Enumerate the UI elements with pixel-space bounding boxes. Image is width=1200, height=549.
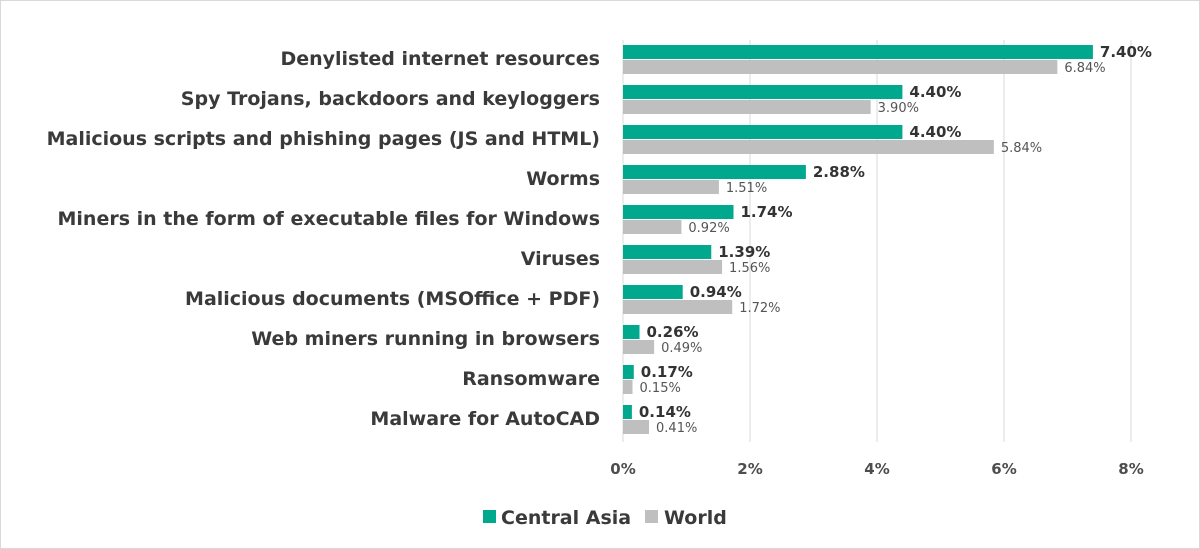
data-label-central-asia: 1.39% xyxy=(718,243,770,261)
data-label-central-asia: 4.40% xyxy=(909,123,961,141)
x-tick-labels: 0% 2% 4% 6% 8% xyxy=(610,460,1143,478)
category-labels: Denylisted internet resources Spy Trojans… xyxy=(47,48,600,430)
category-label: Worms xyxy=(526,168,600,190)
data-label-central-asia: 0.17% xyxy=(641,363,693,381)
category-label: Malicious scripts and phishing pages (JS… xyxy=(47,128,600,150)
data-label-world: 6.84% xyxy=(1064,61,1105,76)
bars: 7.40%6.84%4.40%3.90%4.40%5.84%2.88%1.51%… xyxy=(623,43,1152,436)
data-label-central-asia: 7.40% xyxy=(1100,43,1152,61)
data-label-world: 0.92% xyxy=(688,221,729,236)
bar-world xyxy=(623,100,871,114)
data-label-central-asia: 0.94% xyxy=(690,283,742,301)
bar-central-asia xyxy=(623,205,734,219)
legend-label-central-asia: Central Asia xyxy=(501,507,631,529)
x-tick-label: 0% xyxy=(610,460,635,478)
bar-world xyxy=(623,260,723,274)
x-tick-label: 2% xyxy=(737,460,762,478)
x-tick-label: 4% xyxy=(864,460,889,478)
bar-central-asia xyxy=(623,325,640,339)
bar-central-asia xyxy=(623,125,903,139)
data-label-world: 0.49% xyxy=(661,341,702,356)
bar-central-asia xyxy=(623,285,683,299)
legend-swatch-central-asia xyxy=(483,510,496,523)
category-label: Malware for AutoCAD xyxy=(370,408,600,430)
bar-world xyxy=(623,220,682,234)
data-label-central-asia: 2.88% xyxy=(813,163,865,181)
category-label: Viruses xyxy=(521,248,600,270)
category-label: Web miners running in browsers xyxy=(251,328,600,350)
bar-central-asia xyxy=(623,365,634,379)
category-label: Denylisted internet resources xyxy=(280,48,600,70)
category-label: Malicious documents (MSOffice + PDF) xyxy=(185,288,600,310)
bar-central-asia xyxy=(623,405,632,419)
x-tick-label: 6% xyxy=(991,460,1016,478)
bar-central-asia xyxy=(623,165,806,179)
data-label-world: 0.41% xyxy=(656,421,697,436)
bar-central-asia xyxy=(623,85,903,99)
data-label-central-asia: 0.26% xyxy=(647,323,699,341)
data-label-central-asia: 0.14% xyxy=(639,403,691,421)
bar-world xyxy=(623,420,650,434)
data-label-central-asia: 4.40% xyxy=(909,83,961,101)
data-label-world: 5.84% xyxy=(1001,141,1042,156)
data-label-world: 1.56% xyxy=(729,261,770,276)
data-label-world: 1.72% xyxy=(739,301,780,316)
category-label: Miners in the form of executable files f… xyxy=(58,208,600,230)
bar-world xyxy=(623,140,994,154)
bar-central-asia xyxy=(623,245,712,259)
bar-world xyxy=(623,60,1058,74)
x-tick-label: 8% xyxy=(1118,460,1143,478)
legend-label-world: World xyxy=(664,507,727,529)
bar-world xyxy=(623,380,633,394)
data-label-world: 3.90% xyxy=(878,101,919,116)
data-label-central-asia: 1.74% xyxy=(740,203,792,221)
bar-world xyxy=(623,340,655,354)
category-label: Ransomware xyxy=(462,368,600,390)
bar-world xyxy=(623,180,719,194)
bar-world xyxy=(623,300,733,314)
bar-central-asia xyxy=(623,45,1093,59)
data-label-world: 1.51% xyxy=(726,181,767,196)
category-label: Spy Trojans, backdoors and keyloggers xyxy=(181,88,600,110)
legend: Central Asia World xyxy=(483,507,727,529)
data-label-world: 0.15% xyxy=(640,381,681,396)
legend-swatch-world xyxy=(645,510,658,523)
